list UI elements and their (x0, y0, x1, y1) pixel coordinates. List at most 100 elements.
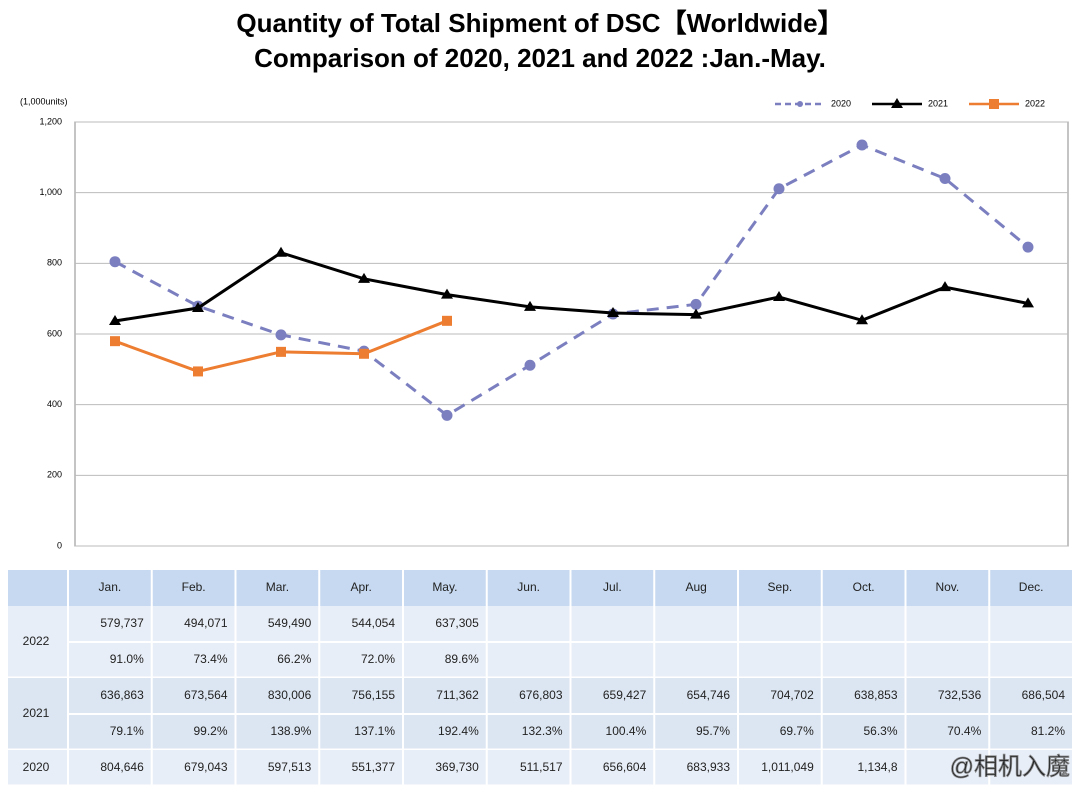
table-cell: 711,362 (436, 688, 479, 702)
marker (275, 329, 287, 341)
marker (276, 346, 286, 357)
table-cell: 732,536 (938, 688, 982, 702)
marker (773, 183, 785, 195)
marker (1022, 297, 1034, 308)
table-cell: 192.4% (438, 724, 479, 738)
table-cell: 676,803 (519, 688, 563, 702)
chart-subtitle: Comparison of 2020, 2021 and 2022 :Jan.-… (254, 43, 826, 73)
marker (275, 246, 287, 257)
legend-label: 2022 (1025, 98, 1045, 108)
y-tick-label: 400 (47, 399, 62, 409)
marker (856, 314, 868, 325)
series-line (114, 251, 1029, 323)
marker (109, 314, 121, 325)
marker (193, 366, 203, 377)
marker (939, 281, 951, 292)
table-cell: 132.3% (522, 724, 563, 738)
table-header: Mar. (266, 580, 289, 594)
table-cell: 81.2% (1031, 724, 1065, 738)
y-tick-label: 200 (47, 470, 62, 480)
marker (441, 288, 453, 299)
marker (110, 336, 120, 347)
table-cell: 579,737 (100, 616, 144, 630)
marker (690, 308, 702, 319)
table-cell: 99.2% (193, 724, 227, 738)
table-cell: 1,011,049 (761, 760, 814, 774)
table-cell: 100.4% (606, 724, 647, 738)
table-cell: 494,071 (184, 616, 228, 630)
table-cell: 95.7% (696, 724, 730, 738)
table-cell: 369,730 (435, 760, 479, 774)
table-cell: 138.9% (271, 724, 312, 738)
table-cell: 549,490 (268, 616, 312, 630)
y-tick-label: 1,000 (39, 187, 62, 197)
y-tick-label: 1,200 (39, 116, 62, 126)
table-cell: 683,933 (687, 760, 731, 774)
table-header: Oct. (853, 580, 875, 594)
y-tick-label: 0 (57, 540, 62, 550)
marker (441, 409, 453, 421)
marker (442, 315, 452, 326)
table-cell: 73.4% (193, 652, 227, 666)
table-cell: 659,427 (603, 688, 647, 702)
table-cell: 679,043 (184, 760, 228, 774)
series-line (114, 319, 448, 373)
table-cell: 511,517 (520, 760, 563, 774)
table-cell: 72.0% (361, 652, 395, 666)
legend-marker (989, 99, 999, 109)
table-header: Jul. (603, 580, 622, 594)
y-axis-label: (1,000units) (20, 96, 68, 106)
table-header: Sep. (768, 580, 793, 594)
marker (939, 173, 951, 185)
row-label: 2020 (23, 760, 50, 774)
table-cell: 551,377 (352, 760, 396, 774)
table-cell: 89.6% (445, 652, 479, 666)
table-cell: 636,863 (100, 688, 144, 702)
table-cell: 637,305 (435, 616, 479, 630)
row-bg (8, 750, 1073, 786)
legend-marker (797, 101, 803, 107)
legend-label: 2021 (928, 98, 948, 108)
table-cell: 686,504 (1022, 688, 1066, 702)
table-header: Feb. (182, 580, 206, 594)
chart-title: Quantity of Total Shipment of DSC【Worldw… (236, 8, 843, 38)
marker (607, 307, 619, 318)
marker (690, 298, 702, 310)
table-cell: 597,513 (268, 760, 312, 774)
legend-marker (891, 98, 903, 108)
row-label: 2022 (23, 634, 50, 648)
marker (856, 139, 868, 151)
marker (192, 302, 204, 313)
table-cell: 70.4% (947, 724, 981, 738)
table-header: May. (432, 580, 457, 594)
table-cell: 654,746 (687, 688, 731, 702)
table-cell: 544,054 (352, 616, 396, 630)
row-label: 2021 (23, 706, 50, 720)
table-cell: 656,604 (603, 760, 647, 774)
table-header: Dec. (1019, 580, 1044, 594)
table-cell: 638,853 (854, 688, 898, 702)
marker (524, 300, 536, 311)
y-tick-label: 800 (47, 258, 62, 268)
table-cell: 673,564 (184, 688, 228, 702)
watermark: @相机入魔 (950, 753, 1070, 780)
table-cell: 66.2% (277, 652, 311, 666)
table-cell: 830,006 (268, 688, 312, 702)
table-header: Aug (685, 580, 706, 594)
series-line (114, 143, 1029, 418)
table-header-bg (8, 570, 1073, 606)
marker (358, 272, 370, 283)
table-cell: 704,702 (770, 688, 814, 702)
marker (109, 256, 121, 268)
table-cell: 79.1% (110, 724, 144, 738)
table-cell: 91.0% (110, 652, 144, 666)
table-header: Nov. (935, 580, 959, 594)
marker (359, 348, 369, 359)
y-tick-label: 600 (47, 328, 62, 338)
marker (1022, 241, 1034, 253)
table-header: Jun. (517, 580, 540, 594)
table-cell: 804,646 (100, 760, 144, 774)
table-cell: 1,134,8 (857, 760, 897, 774)
table-cell: 137.1% (354, 724, 395, 738)
